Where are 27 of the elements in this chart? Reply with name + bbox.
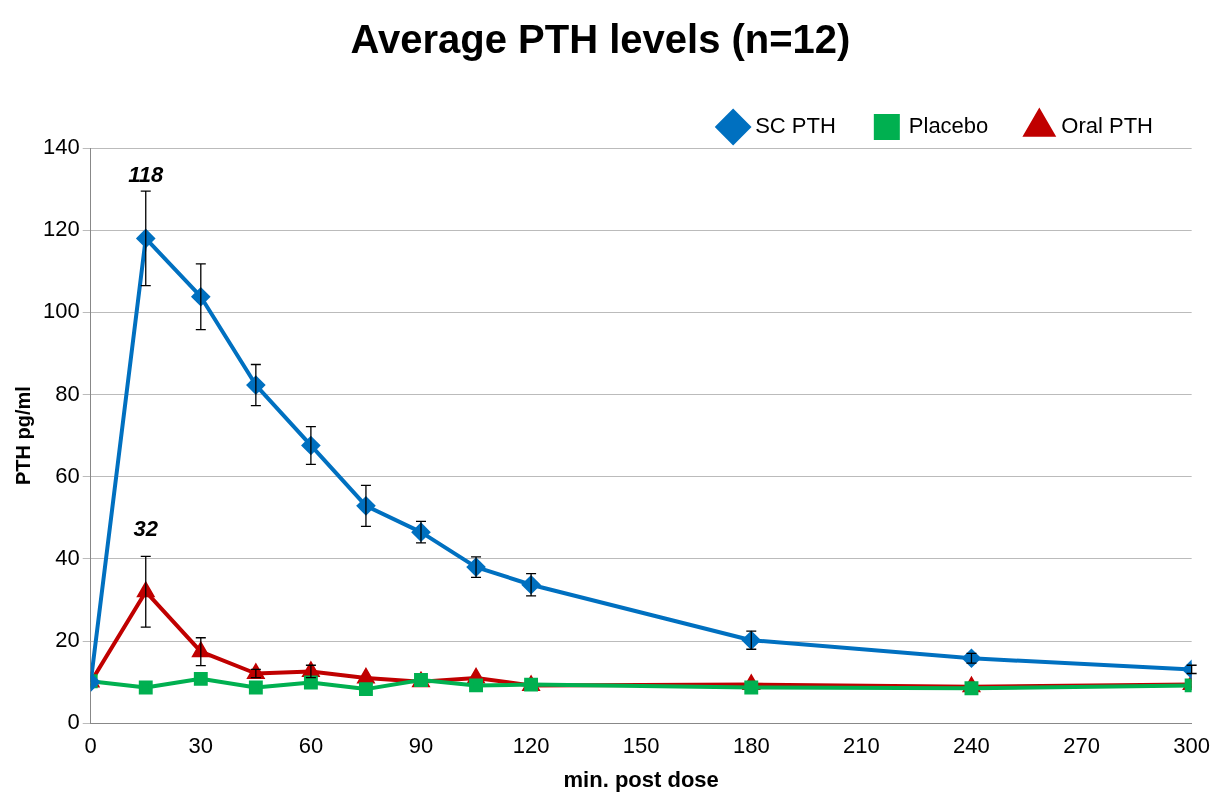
annotation: 118 [128,162,165,188]
y-tick-label: 120 [42,216,80,242]
chart-title: Average PTH levels (n=12) [350,17,851,62]
y-tick-label: 20 [55,627,80,653]
x-tick-label: 240 [953,733,990,759]
legend-label: Oral PTH [1061,113,1154,139]
y-axis-title: PTH pg/ml [11,386,34,486]
x-axis-title: min. post dose [563,766,719,792]
y-tick-label: 60 [55,462,80,488]
y-tick-label: 140 [42,134,80,160]
legend-label: SC PTH [755,113,836,139]
y-tick-label: 100 [42,298,80,324]
x-tick-label: 180 [732,733,770,759]
y-tick-label: 80 [55,380,80,406]
x-tick-label: 120 [512,733,550,759]
x-tick-label: 150 [622,733,660,759]
x-tick-label: 30 [188,733,214,759]
x-tick-label: 210 [843,733,880,759]
x-tick-label: 60 [298,733,324,759]
x-tick-label: 0 [84,733,97,759]
x-tick-label: 270 [1063,733,1100,759]
x-tick-label: 90 [408,733,434,759]
legend-label: Placebo [908,113,989,139]
annotation: 32 [133,515,159,541]
x-tick-label: 300 [1173,733,1211,759]
y-tick-label: 40 [55,544,80,570]
y-tick-label: 0 [67,709,80,735]
